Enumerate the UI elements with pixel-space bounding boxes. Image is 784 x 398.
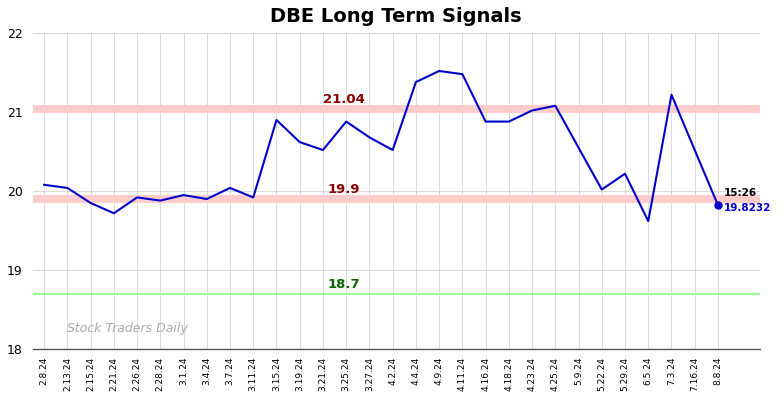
- Bar: [33, 195, 760, 203]
- Text: 15:26: 15:26: [724, 188, 757, 198]
- Text: 19.8232: 19.8232: [724, 203, 771, 213]
- Bar: [33, 105, 760, 113]
- Text: 18.7: 18.7: [328, 277, 360, 291]
- Text: 19.9: 19.9: [328, 183, 360, 196]
- Text: Stock Traders Daily: Stock Traders Daily: [67, 322, 188, 335]
- Title: DBE Long Term Signals: DBE Long Term Signals: [270, 7, 522, 26]
- Text: 21.04: 21.04: [323, 93, 365, 105]
